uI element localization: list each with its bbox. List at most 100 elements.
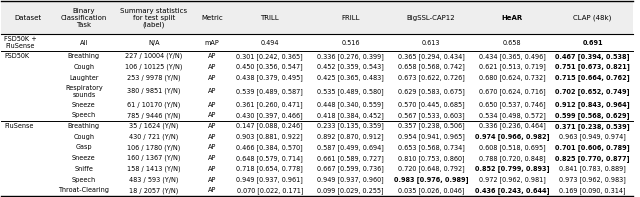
Text: 0.983 [0.976, 0.989]: 0.983 [0.976, 0.989] bbox=[394, 176, 468, 183]
Text: 0.535 [0.489, 0.580]: 0.535 [0.489, 0.580] bbox=[317, 88, 384, 95]
Text: 158 / 1413 (Y/N): 158 / 1413 (Y/N) bbox=[127, 166, 180, 172]
Text: 0.147 [0.088, 0.246]: 0.147 [0.088, 0.246] bbox=[236, 123, 303, 129]
Text: 0.233 [0.135, 0.359]: 0.233 [0.135, 0.359] bbox=[317, 123, 384, 129]
Text: AP: AP bbox=[208, 75, 216, 81]
Text: 18 / 2057 (Y/N): 18 / 2057 (Y/N) bbox=[129, 187, 179, 193]
Text: Speech: Speech bbox=[72, 177, 96, 183]
Text: 0.599 [0.568, 0.629]: 0.599 [0.568, 0.629] bbox=[556, 112, 630, 119]
Text: 0.436 [0.243, 0.644]: 0.436 [0.243, 0.644] bbox=[475, 187, 549, 194]
Text: 0.070 [0.022, 0.171]: 0.070 [0.022, 0.171] bbox=[237, 187, 303, 194]
Text: 0.450 [0.356, 0.547]: 0.450 [0.356, 0.547] bbox=[236, 63, 303, 70]
Text: 0.680 [0.624, 0.732]: 0.680 [0.624, 0.732] bbox=[479, 74, 545, 81]
Text: AP: AP bbox=[208, 177, 216, 183]
Text: Sneeze: Sneeze bbox=[72, 155, 95, 161]
Text: HeAR: HeAR bbox=[501, 15, 522, 21]
Text: 0.653 [0.568, 0.734]: 0.653 [0.568, 0.734] bbox=[398, 144, 465, 151]
Text: 0.336 [0.276, 0.399]: 0.336 [0.276, 0.399] bbox=[317, 53, 384, 59]
Text: 0.673 [0.622, 0.726]: 0.673 [0.622, 0.726] bbox=[398, 74, 465, 81]
Text: 61 / 10170 (Y/N): 61 / 10170 (Y/N) bbox=[127, 101, 180, 108]
Text: 0.648 [0.579, 0.714]: 0.648 [0.579, 0.714] bbox=[236, 155, 303, 162]
Text: 483 / 593 (Y/N): 483 / 593 (Y/N) bbox=[129, 176, 179, 183]
Text: 253 / 9978 (Y/N): 253 / 9978 (Y/N) bbox=[127, 74, 180, 81]
Text: AP: AP bbox=[208, 64, 216, 70]
Text: 0.691: 0.691 bbox=[582, 40, 603, 46]
Text: AP: AP bbox=[208, 187, 216, 193]
Text: 0.365 [0.294, 0.434]: 0.365 [0.294, 0.434] bbox=[398, 53, 465, 59]
Text: 0.438 [0.379, 0.495]: 0.438 [0.379, 0.495] bbox=[236, 74, 303, 81]
Text: AP: AP bbox=[208, 134, 216, 140]
Text: 0.099 [0.029, 0.255]: 0.099 [0.029, 0.255] bbox=[317, 187, 384, 194]
Text: 0.570 [0.445, 0.685]: 0.570 [0.445, 0.685] bbox=[398, 101, 465, 108]
Text: 0.539 [0.489, 0.587]: 0.539 [0.489, 0.587] bbox=[236, 88, 303, 95]
Text: 0.418 [0.384, 0.452]: 0.418 [0.384, 0.452] bbox=[317, 112, 384, 119]
Text: 0.613: 0.613 bbox=[422, 40, 440, 46]
Text: Throat-Clearing: Throat-Clearing bbox=[58, 187, 109, 193]
Text: 0.963 [0.949, 0.974]: 0.963 [0.949, 0.974] bbox=[559, 133, 626, 140]
Text: 0.720 [0.648, 0.792]: 0.720 [0.648, 0.792] bbox=[398, 165, 465, 172]
Text: 35 / 1624 (Y/N): 35 / 1624 (Y/N) bbox=[129, 123, 179, 129]
Text: 0.949 [0.937, 0.961]: 0.949 [0.937, 0.961] bbox=[236, 176, 303, 183]
Text: Sneeze: Sneeze bbox=[72, 102, 95, 108]
Text: FSD50K: FSD50K bbox=[4, 53, 29, 59]
Text: 380 / 9851 (Y/N): 380 / 9851 (Y/N) bbox=[127, 88, 180, 94]
Text: Cough: Cough bbox=[74, 134, 94, 140]
Text: N/A: N/A bbox=[148, 40, 160, 46]
Text: FRILL: FRILL bbox=[341, 15, 360, 21]
Text: Summary statistics
for test split
(label): Summary statistics for test split (label… bbox=[120, 8, 188, 28]
Text: Gasp: Gasp bbox=[76, 144, 92, 151]
Text: FSD50K +
FluSense: FSD50K + FluSense bbox=[4, 36, 36, 49]
Text: 0.715 [0.664, 0.762]: 0.715 [0.664, 0.762] bbox=[556, 74, 630, 81]
Text: FluSense: FluSense bbox=[4, 123, 33, 129]
Text: CLAP (48k): CLAP (48k) bbox=[573, 15, 612, 21]
Text: 0.621 [0.513, 0.719]: 0.621 [0.513, 0.719] bbox=[479, 63, 545, 70]
Text: 0.466 [0.384, 0.570]: 0.466 [0.384, 0.570] bbox=[236, 144, 303, 151]
Text: 0.434 [0.365, 0.496]: 0.434 [0.365, 0.496] bbox=[479, 53, 545, 59]
Text: Dataset: Dataset bbox=[14, 15, 41, 21]
Text: Speech: Speech bbox=[72, 112, 96, 118]
Text: Respiratory
sounds: Respiratory sounds bbox=[65, 85, 102, 98]
Text: 0.430 [0.397, 0.466]: 0.430 [0.397, 0.466] bbox=[236, 112, 303, 119]
Text: AP: AP bbox=[208, 166, 216, 172]
Text: 0.825 [0.770, 0.877]: 0.825 [0.770, 0.877] bbox=[556, 155, 630, 162]
Text: Metric: Metric bbox=[201, 15, 223, 21]
Text: mAP: mAP bbox=[205, 40, 220, 46]
Text: 0.658: 0.658 bbox=[502, 40, 521, 46]
Text: 0.587 [0.499, 0.694]: 0.587 [0.499, 0.694] bbox=[317, 144, 384, 151]
Text: Breathing: Breathing bbox=[68, 53, 100, 59]
Text: 0.629 [0.583, 0.675]: 0.629 [0.583, 0.675] bbox=[398, 88, 465, 95]
Text: 0.357 [0.238, 0.506]: 0.357 [0.238, 0.506] bbox=[398, 123, 465, 129]
Text: 0.788 [0.720, 0.848]: 0.788 [0.720, 0.848] bbox=[479, 155, 545, 162]
Text: 0.467 [0.394, 0.538]: 0.467 [0.394, 0.538] bbox=[556, 53, 630, 60]
Text: 0.810 [0.753, 0.860]: 0.810 [0.753, 0.860] bbox=[398, 155, 465, 162]
Text: AP: AP bbox=[208, 88, 216, 94]
Text: 0.954 [0.941, 0.965]: 0.954 [0.941, 0.965] bbox=[398, 133, 465, 140]
Text: 0.534 [0.498, 0.572]: 0.534 [0.498, 0.572] bbox=[479, 112, 545, 119]
Bar bbox=[1, 1, 633, 34]
Text: 0.169 [0.090, 0.314]: 0.169 [0.090, 0.314] bbox=[559, 187, 626, 194]
Text: 0.448 [0.340, 0.559]: 0.448 [0.340, 0.559] bbox=[317, 101, 384, 108]
Text: All: All bbox=[80, 40, 88, 46]
Text: AP: AP bbox=[208, 102, 216, 108]
Text: 0.336 [0.236, 0.464]: 0.336 [0.236, 0.464] bbox=[479, 123, 545, 129]
Text: 0.974 [0.966, 0.982]: 0.974 [0.966, 0.982] bbox=[475, 133, 549, 140]
Text: Laughter: Laughter bbox=[69, 75, 99, 81]
Text: 0.841 [0.783, 0.889]: 0.841 [0.783, 0.889] bbox=[559, 165, 626, 172]
Text: 0.903 [0.881, 0.922]: 0.903 [0.881, 0.922] bbox=[236, 133, 303, 140]
Text: 430 / 721 (Y/N): 430 / 721 (Y/N) bbox=[129, 134, 179, 140]
Text: 0.452 [0.359, 0.543]: 0.452 [0.359, 0.543] bbox=[317, 63, 384, 70]
Text: 0.425 [0.365, 0.483]: 0.425 [0.365, 0.483] bbox=[317, 74, 384, 81]
Text: 785 / 9446 (Y/N): 785 / 9446 (Y/N) bbox=[127, 112, 180, 119]
Text: 106 / 1780 (Y/N): 106 / 1780 (Y/N) bbox=[127, 144, 180, 151]
Text: 0.702 [0.652, 0.749]: 0.702 [0.652, 0.749] bbox=[556, 88, 630, 95]
Text: 0.608 [0.518, 0.695]: 0.608 [0.518, 0.695] bbox=[479, 144, 545, 151]
Text: 0.972 [0.962, 0.981]: 0.972 [0.962, 0.981] bbox=[479, 176, 545, 183]
Text: 0.516: 0.516 bbox=[341, 40, 360, 46]
Text: 0.751 [0.673, 0.821]: 0.751 [0.673, 0.821] bbox=[556, 63, 630, 70]
Text: AP: AP bbox=[208, 53, 216, 59]
Text: 0.701 [0.606, 0.789]: 0.701 [0.606, 0.789] bbox=[556, 144, 630, 151]
Text: 0.670 [0.624, 0.716]: 0.670 [0.624, 0.716] bbox=[479, 88, 545, 95]
Text: 0.301 [0.242, 0.365]: 0.301 [0.242, 0.365] bbox=[236, 53, 303, 59]
Text: BigSSL-CAP12: BigSSL-CAP12 bbox=[407, 15, 456, 21]
Text: 0.658 [0.568, 0.742]: 0.658 [0.568, 0.742] bbox=[398, 63, 465, 70]
Text: 0.567 [0.533, 0.603]: 0.567 [0.533, 0.603] bbox=[398, 112, 465, 119]
